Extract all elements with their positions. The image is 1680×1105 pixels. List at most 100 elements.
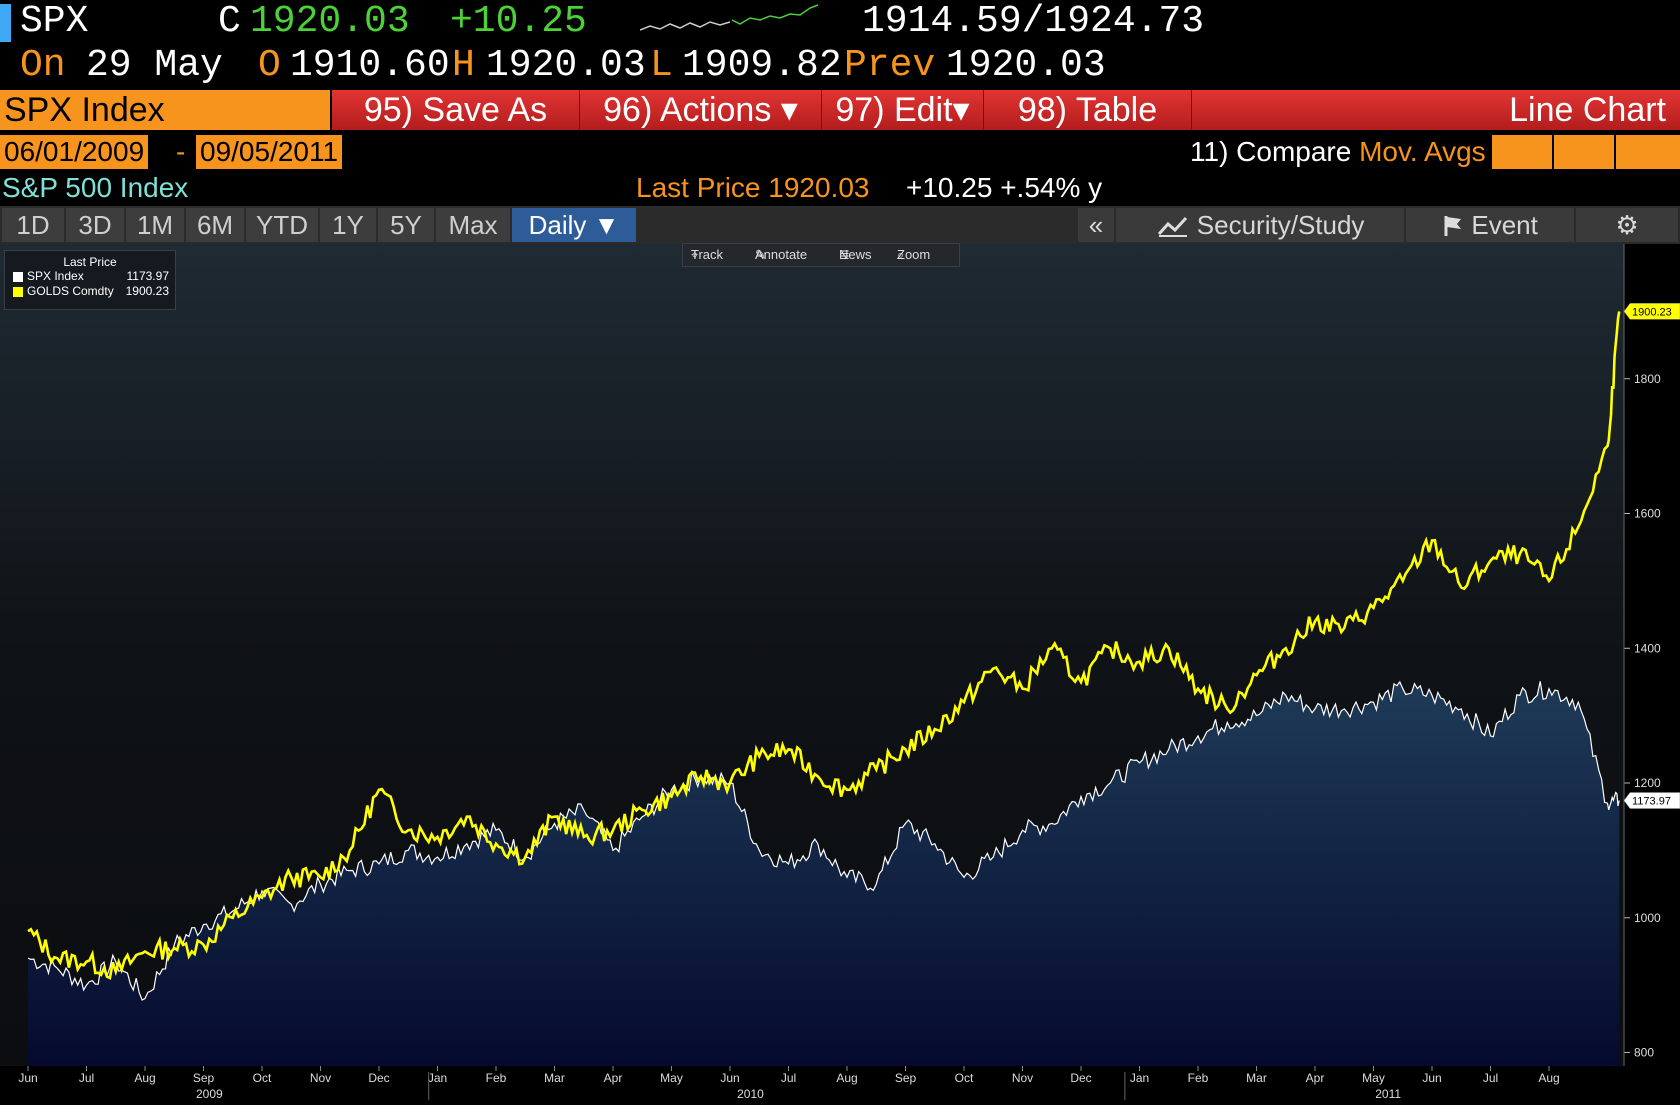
security-title[interactable]: SPX Index	[0, 90, 330, 130]
x-tick-label: Jul	[1483, 1071, 1498, 1085]
tab-frequency-daily[interactable]: Daily ▼	[512, 208, 636, 242]
range-tabs: 1D 3D 1M 6M YTD 1Y 5Y Max Daily ▼ « Secu…	[0, 206, 1680, 244]
x-tick-label: Aug	[836, 1071, 857, 1085]
x-tick-label: Dec	[368, 1071, 389, 1085]
x-tick-label: Dec	[1070, 1071, 1091, 1085]
line-chart[interactable]: 800 1000 1200 1400 1600 1800 Jun Jul Aug Sep Oct No…	[0, 244, 1680, 1101]
security-study-button[interactable]: Security/Study	[1116, 208, 1404, 242]
x-tick-label: Mar	[544, 1071, 565, 1085]
info-row: S&P 500 Index Last Price 1920.03 +10.25 …	[0, 170, 1680, 206]
sparkline-today	[731, 4, 819, 25]
x-tick-label: Aug	[1538, 1071, 1559, 1085]
mov-avg-slot-1[interactable]	[1492, 135, 1552, 169]
chart-study-icon	[1156, 210, 1197, 240]
legend-name-spx: SPX Index	[27, 269, 84, 283]
pencil-icon: ✎	[755, 247, 766, 262]
settings-button[interactable]: ⚙	[1576, 208, 1678, 242]
high-value: 1920.03	[486, 44, 646, 87]
legend-swatch-gold	[13, 287, 23, 297]
tab-1m[interactable]: 1M	[126, 208, 184, 242]
legend-value-gold: 1900.23	[125, 284, 169, 298]
actions-button[interactable]: 96) Actions ▾	[580, 90, 822, 130]
sparkline	[640, 4, 819, 31]
series-line-spx	[27, 680, 1620, 1001]
chart-toolbar: ⌖ Track ✎ Annotate ≣ News ⌕ Zoom	[682, 243, 960, 267]
x-axis-panel	[0, 1066, 1680, 1100]
save-as-button[interactable]: 95) Save As	[332, 90, 580, 130]
news-icon: ≣	[839, 247, 850, 262]
x-tick-label: Feb	[1188, 1071, 1209, 1085]
chart-type-button[interactable]: Line Chart	[1192, 90, 1680, 130]
x-tick-label: Jun	[1422, 1071, 1441, 1085]
edit-button[interactable]: 97) Edit▾	[822, 90, 984, 130]
crosshair-icon: ⌖	[691, 247, 699, 262]
collapse-button[interactable]: «	[1078, 208, 1114, 242]
last-value-spx-tag	[1623, 792, 1680, 809]
x-tick-label: Jul	[79, 1071, 94, 1085]
y-tick-label: 800	[1634, 1046, 1654, 1060]
y-tick-label: 1400	[1634, 641, 1661, 655]
close-price: 1920.03	[250, 0, 410, 43]
open-value: 1910.60	[290, 44, 450, 87]
news-label: News	[839, 247, 872, 262]
flag-icon	[1442, 210, 1471, 240]
on-label: On	[20, 44, 66, 87]
tab-3d[interactable]: 3D	[66, 208, 124, 242]
bid-ask: 1914.59/1924.73	[862, 0, 1205, 43]
event-label: Event	[1471, 210, 1538, 240]
quote-row-1: SPX C 1920.03 +10.25 1914.59/1924.73	[0, 0, 1680, 44]
ticker: SPX	[20, 0, 89, 43]
year-label: 2011	[1375, 1087, 1401, 1100]
open-label: O	[258, 44, 281, 87]
last-value-gold-tag	[1623, 303, 1680, 320]
y-tick-label: 1600	[1634, 507, 1661, 521]
start-date-field[interactable]: 06/01/2009	[0, 135, 149, 169]
low-value: 1909.82	[682, 44, 842, 87]
table-button[interactable]: 98) Table	[984, 90, 1192, 130]
tab-max[interactable]: Max	[436, 208, 510, 242]
annotate-label: Annotate	[755, 247, 808, 262]
last-change: +10.25 +.54% y	[906, 172, 1103, 203]
x-tick-label: Jun	[18, 1071, 37, 1085]
end-date-field[interactable]: 09/05/2011	[196, 135, 343, 169]
y-tick-label: 1200	[1634, 776, 1661, 790]
gear-icon: ⚙	[1615, 210, 1639, 240]
legend-title: Last Price	[63, 255, 117, 269]
tab-5y[interactable]: 5Y	[378, 208, 434, 242]
y-axis-panel	[1624, 244, 1680, 1100]
chart-legend[interactable]: Last Price SPX Index 1173.97 GOLDS Comdt…	[4, 250, 176, 310]
low-label: L	[650, 44, 673, 87]
x-tick-label: Nov	[1012, 1071, 1033, 1085]
x-tick-label: Oct	[253, 1071, 272, 1085]
x-tick-label: Nov	[310, 1071, 331, 1085]
tab-ytd[interactable]: YTD	[246, 208, 318, 242]
quote-row-2: On 29 May O 1910.60 H 1920.03 L 1909.82 …	[0, 44, 1680, 88]
compare-control[interactable]: 11) Compare Mov. Avgs	[1190, 135, 1486, 169]
mov-avg-slot-2[interactable]	[1554, 135, 1614, 169]
track-label: Track	[691, 247, 724, 262]
last-value-gold-label: 1900.23	[1632, 306, 1672, 318]
series-line-gold	[27, 311, 1621, 980]
legend-item-gold: GOLDS Comdty 1900.23	[5, 284, 175, 299]
mov-avgs-label[interactable]: Mov. Avgs	[1359, 136, 1486, 167]
x-tick-label: Apr	[1306, 1071, 1325, 1085]
x-tick-label: Sep	[895, 1071, 917, 1085]
event-button[interactable]: Event	[1406, 208, 1574, 242]
x-tick-label: Jan	[428, 1071, 447, 1085]
x-tick-label: Jun	[720, 1071, 739, 1085]
quote-date: 29 May	[86, 44, 223, 87]
y-tick-label: 1000	[1634, 911, 1661, 925]
tab-1d[interactable]: 1D	[2, 208, 64, 242]
prev-label: Prev	[844, 44, 936, 87]
date-separator: -	[176, 136, 186, 167]
tab-6m[interactable]: 6M	[186, 208, 244, 242]
change-value: +10.25	[450, 0, 587, 43]
x-tick-label: Aug	[134, 1071, 155, 1085]
year-label: 2010	[737, 1087, 764, 1100]
tab-1y[interactable]: 1Y	[320, 208, 376, 242]
compare-label: 11) Compare	[1190, 136, 1352, 167]
spx-area-fill	[28, 681, 1620, 1066]
x-tick-label: Feb	[486, 1071, 507, 1085]
mov-avg-slot-3[interactable]	[1616, 135, 1680, 169]
legend-swatch-spx	[13, 272, 23, 282]
